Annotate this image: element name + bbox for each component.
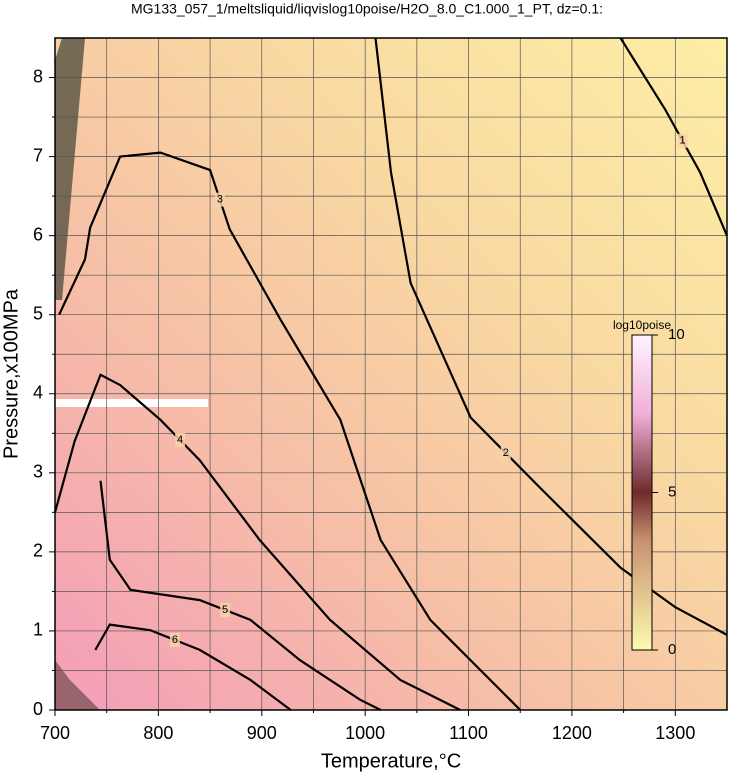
y-tick-label: 4 [33,383,43,403]
plot-background [55,38,727,710]
contour-label-bg [175,433,186,448]
x-tick-label: 1200 [552,723,592,743]
contour-label-bg [220,602,231,617]
contour-label-bg [169,633,180,648]
contour-label-bg [214,192,225,207]
y-tick-label: 3 [33,462,43,482]
dark-region [55,38,85,300]
y-axis-label: Pressure,x100MPa [0,288,22,459]
plot-frame [54,37,728,711]
colorbar [631,334,653,651]
x-tick-label: 1100 [449,723,488,743]
colorbar-label: log10poise [613,318,671,332]
x-tick-label: 700 [40,723,70,743]
colorbar-tick-label: 10 [668,326,685,343]
contour-label: 2 [503,447,509,459]
y-tick-label: 7 [33,145,43,165]
y-tick-label: 2 [33,541,43,561]
contour-label: 6 [172,634,178,646]
colorbar-tick-label: 0 [668,641,676,658]
x-tick-label: 1000 [345,723,385,743]
colorbar-tick-label: 5 [668,483,676,500]
chart-title: MG133_057_1/meltsliquid/liqvislog10poise… [131,1,603,17]
y-tick-label: 8 [33,66,43,86]
x-tick-label: 900 [247,723,277,743]
contour-label: 5 [222,604,228,616]
x-axis-label: Temperature,°C [321,750,461,772]
y-tick-label: 0 [33,699,43,719]
contour-label-bg [500,446,511,461]
dark-region [55,660,100,710]
white-bar [55,399,208,407]
x-tick-label: 800 [143,723,173,743]
contour-label: 1 [679,135,685,147]
y-tick-label: 6 [33,224,43,244]
contour-label-bg [677,133,688,148]
contour-label: 4 [177,434,183,446]
y-tick-label: 5 [33,303,43,323]
y-tick-label: 1 [33,620,43,640]
contour-label: 3 [217,194,223,206]
x-tick-label: 1300 [655,723,695,743]
